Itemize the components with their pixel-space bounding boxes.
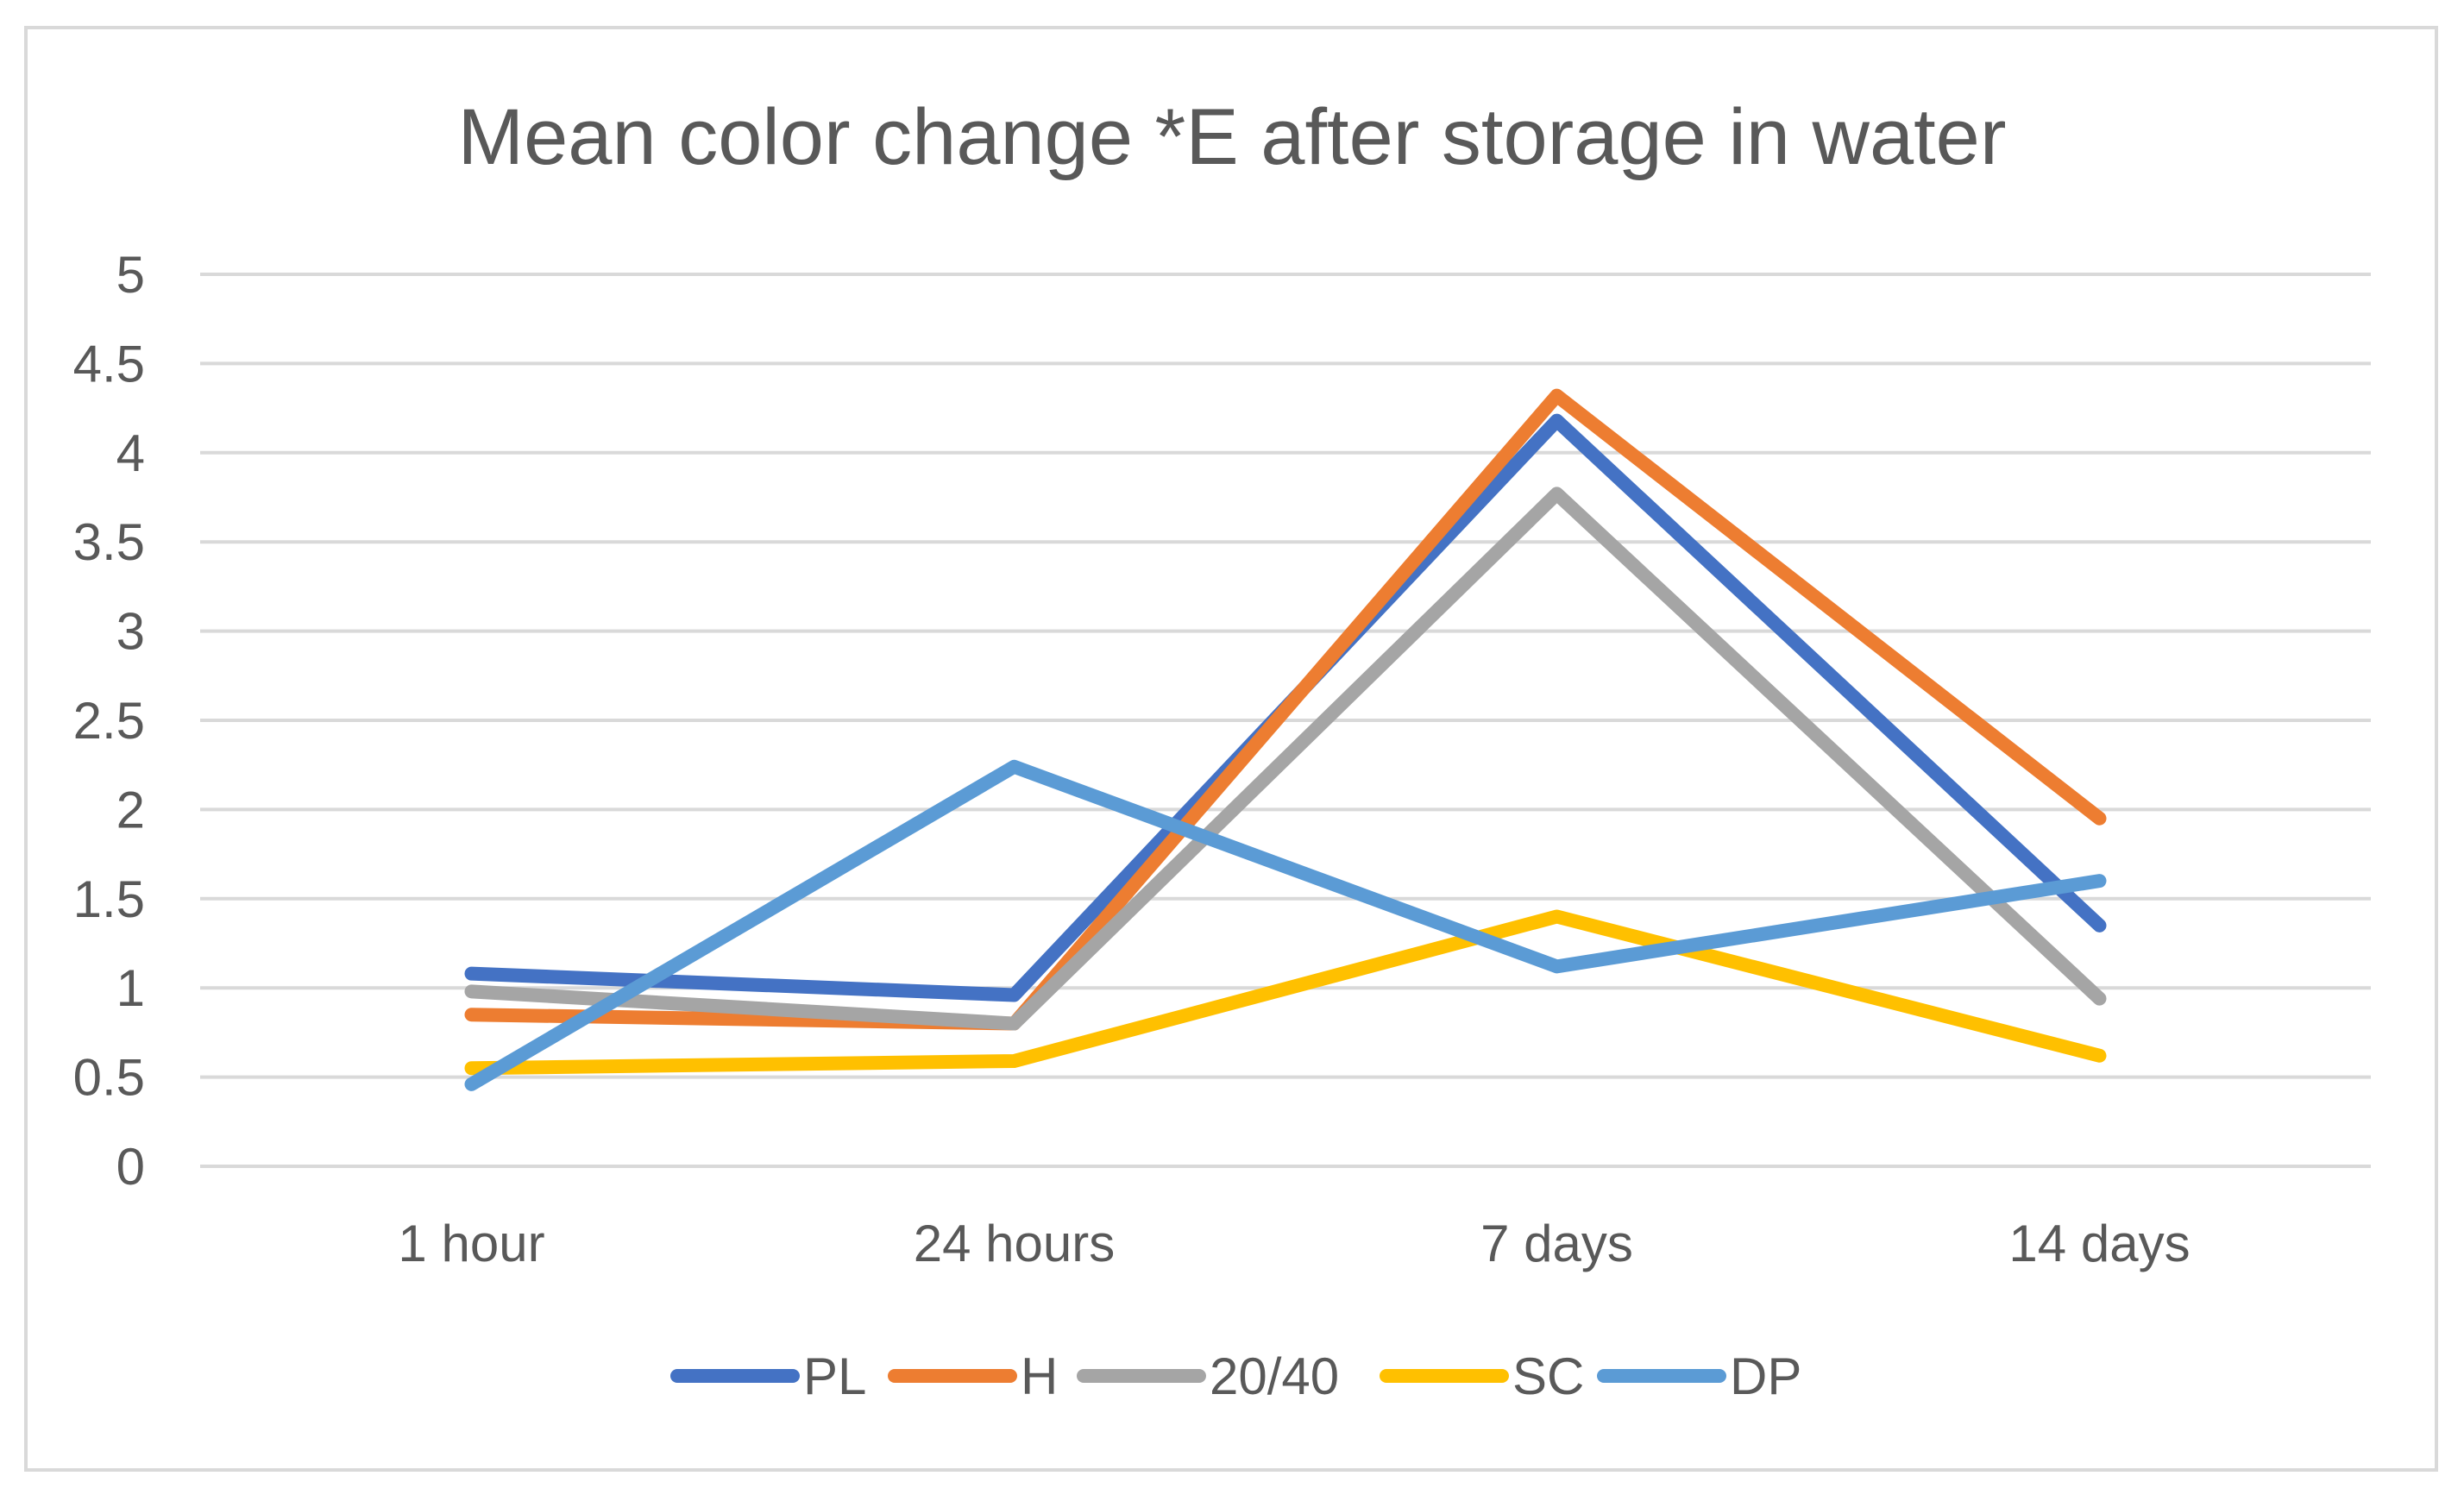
legend-label-h: H	[1021, 1347, 1058, 1405]
x-tick-label: 14 days	[2008, 1215, 2190, 1272]
legend-label-dp: DP	[1730, 1347, 1801, 1405]
chart-title: Mean color change *E after storage in wa…	[458, 93, 2007, 181]
chart-frame	[24, 26, 2438, 1472]
x-tick-label: 7 days	[1480, 1215, 1633, 1272]
y-tick-label: 4	[116, 424, 145, 482]
y-tick-label: 1	[116, 959, 145, 1017]
y-tick-label: 4.5	[73, 335, 145, 393]
y-tick-label: 2	[116, 781, 145, 838]
x-tick-label: 24 hours	[914, 1215, 1116, 1272]
series-line-h	[464, 388, 2107, 1031]
gridlines	[200, 273, 2371, 1168]
series-line-sc	[464, 909, 2107, 1076]
y-tick-label: 3.5	[73, 513, 145, 571]
x-axis-ticks: 1 hour 24 hours 7 days 14 days	[398, 1215, 2190, 1272]
y-tick-label: 5	[116, 246, 145, 304]
series-line-dp	[464, 759, 2107, 1091]
y-axis-ticks: 0 0.5 1 1.5 2 2.5 3 3.5 4 4.5 5	[73, 246, 145, 1196]
series-lines	[464, 388, 2107, 1091]
y-tick-label: 0.5	[73, 1049, 145, 1107]
series-line-2040	[464, 487, 2107, 1031]
y-tick-label: 2.5	[73, 692, 145, 750]
legend-label-sc: SC	[1512, 1347, 1584, 1405]
y-tick-label: 0	[116, 1138, 145, 1196]
x-tick-label: 1 hour	[398, 1215, 544, 1272]
y-tick-label: 1.5	[73, 870, 145, 928]
legend-label-2040: 20/40	[1210, 1347, 1339, 1405]
legend-label-pl: PL	[803, 1347, 866, 1405]
y-tick-label: 3	[116, 603, 145, 661]
legend: PL H 20/40 SC DP	[670, 1347, 1801, 1405]
